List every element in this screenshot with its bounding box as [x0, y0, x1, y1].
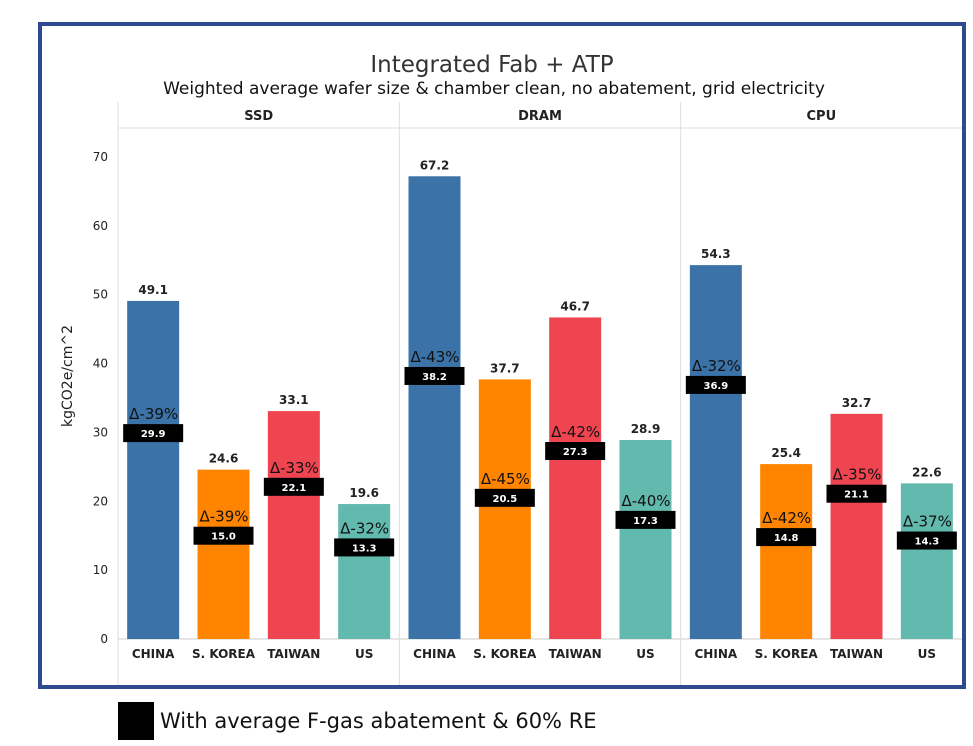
- chart: Integrated Fab + ATP Weighted average wa…: [60, 52, 962, 685]
- bar-value-label: 25.4: [771, 446, 801, 460]
- y-tick-label: 30: [93, 425, 108, 439]
- abated-value-label: 14.3: [914, 537, 939, 548]
- y-tick-label: 20: [93, 494, 108, 508]
- bar-value-label: 67.2: [420, 158, 450, 172]
- abated-marker: [263, 477, 324, 496]
- percent-change-label: Δ-32%: [340, 519, 389, 537]
- percent-change-label: Δ-39%: [129, 405, 178, 423]
- bar-value-label: 22.6: [912, 465, 942, 479]
- percent-change-label: Δ-32%: [692, 357, 741, 375]
- bar-value-label: 54.3: [701, 247, 731, 261]
- abated-value-label: 38.2: [422, 372, 447, 383]
- bar: [408, 176, 461, 639]
- chart-title: Integrated Fab + ATP: [370, 52, 613, 78]
- y-tick-label: 60: [93, 219, 108, 233]
- bar: [127, 300, 180, 639]
- y-axis-label: kgCO2e/cm^2: [60, 325, 76, 427]
- abated-value-label: 22.1: [281, 483, 306, 494]
- bar: [478, 379, 531, 639]
- bar: [549, 317, 602, 639]
- bar-value-label: 19.6: [349, 486, 379, 500]
- legend: With average F-gas abatement & 60% RE: [118, 702, 597, 740]
- abated-value-label: 21.1: [844, 490, 869, 501]
- panel-label: SSD: [244, 109, 273, 124]
- bar-value-label: 32.7: [842, 396, 872, 410]
- chart-frame: Integrated Fab + ATP Weighted average wa…: [38, 22, 966, 689]
- category-label: CHINA: [695, 647, 738, 661]
- bar: [900, 483, 953, 639]
- abated-marker: [756, 528, 817, 547]
- abated-marker: [896, 531, 957, 550]
- percent-change-label: Δ-37%: [903, 513, 952, 531]
- y-tick-label: 50: [93, 288, 108, 302]
- bar-value-label: 33.1: [279, 393, 309, 407]
- bar: [197, 469, 250, 639]
- y-tick-label: 0: [100, 632, 108, 646]
- abated-marker: [615, 510, 676, 529]
- percent-change-label: Δ-33%: [270, 459, 319, 477]
- percent-change-label: Δ-40%: [622, 492, 671, 510]
- category-label: CHINA: [413, 647, 456, 661]
- bar-value-label: 28.9: [631, 422, 661, 436]
- category-label: CHINA: [132, 647, 175, 661]
- y-tick-label: 40: [93, 357, 108, 371]
- percent-change-label: Δ-42%: [551, 423, 600, 441]
- legend-swatch: [118, 702, 154, 740]
- abated-marker: [193, 526, 254, 545]
- bar: [689, 265, 742, 639]
- y-tick-label: 70: [93, 150, 108, 164]
- abated-marker: [826, 484, 887, 503]
- abated-marker: [545, 442, 606, 461]
- bar: [760, 464, 813, 639]
- bar-value-label: 24.6: [209, 452, 239, 466]
- bar-value-label: 46.7: [560, 299, 590, 313]
- abated-marker: [474, 488, 535, 507]
- abated-value-label: 29.9: [141, 429, 166, 440]
- category-label: S. KOREA: [473, 647, 537, 661]
- abated-marker: [685, 375, 746, 394]
- category-label: S. KOREA: [192, 647, 256, 661]
- abated-value-label: 27.3: [563, 447, 588, 458]
- bar: [267, 411, 320, 639]
- y-tick-label: 10: [93, 563, 108, 577]
- abated-marker: [123, 424, 184, 443]
- legend-label: With average F-gas abatement & 60% RE: [160, 709, 597, 733]
- category-label: US: [918, 647, 936, 661]
- abated-value-label: 20.5: [492, 494, 517, 505]
- bar-value-label: 37.7: [490, 361, 520, 375]
- bar: [338, 504, 391, 639]
- category-label: S. KOREA: [755, 647, 819, 661]
- bar: [830, 413, 883, 639]
- abated-value-label: 14.8: [774, 533, 799, 544]
- category-label: US: [355, 647, 373, 661]
- category-label: US: [636, 647, 654, 661]
- abated-value-label: 13.3: [352, 543, 377, 554]
- chart-subtitle: Weighted average wafer size & chamber cl…: [163, 79, 825, 99]
- percent-change-label: Δ-45%: [481, 470, 530, 488]
- panel-label: CPU: [807, 109, 837, 124]
- category-label: TAIWAN: [549, 647, 602, 661]
- plot-area: 0 10 20 30 40 50 60 70 SSD 49.1 29.9 Δ-39% CHINA 24.6…: [93, 102, 962, 685]
- percent-change-label: Δ-35%: [833, 466, 882, 484]
- bar: [619, 440, 672, 639]
- abated-value-label: 15.0: [211, 532, 236, 543]
- percent-change-label: Δ-42%: [762, 509, 811, 527]
- category-label: TAIWAN: [267, 647, 320, 661]
- bar-value-label: 49.1: [138, 283, 168, 297]
- abated-marker: [404, 366, 465, 385]
- abated-value-label: 17.3: [633, 516, 658, 527]
- category-label: TAIWAN: [830, 647, 883, 661]
- percent-change-label: Δ-43%: [411, 348, 460, 366]
- abated-marker: [334, 538, 395, 557]
- panel-label: DRAM: [518, 109, 562, 124]
- percent-change-label: Δ-39%: [200, 508, 249, 526]
- abated-value-label: 36.9: [703, 381, 728, 392]
